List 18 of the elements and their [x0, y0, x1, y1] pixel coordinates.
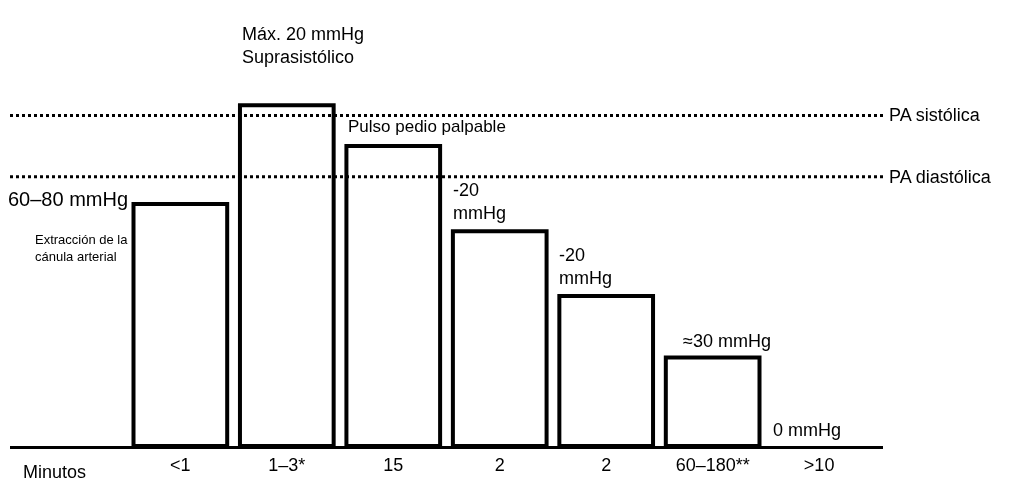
annotation: Extracción de la cánula arterial: [35, 232, 129, 264]
x-axis-title: Minutos: [23, 462, 87, 482]
x-tick-label: 60–180**: [675, 454, 750, 475]
x-tick-label: 2: [494, 454, 505, 475]
annotation: -20 mmHg: [453, 180, 506, 224]
x-tick-label: 2: [601, 454, 612, 475]
x-tick-label: 1–3*: [268, 454, 306, 475]
x-tick-label: >10: [803, 454, 835, 475]
ref-line-label: PA diastólica: [889, 167, 992, 187]
annotation: ≈30 mmHg: [683, 331, 771, 351]
x-tick-label: <1: [170, 454, 191, 475]
annotation: Pulso pedio palpable: [348, 117, 506, 136]
text: Máx. 20 mmHg Suprasistólico: [242, 24, 365, 68]
annotation: -20 mmHg: [559, 245, 612, 289]
annotation: 60–80 mmHg: [8, 188, 129, 210]
x-tick-label: 15: [383, 454, 404, 475]
ref-line-label: PA sistólica: [889, 105, 981, 125]
annotation: 0 mmHg: [773, 420, 842, 440]
